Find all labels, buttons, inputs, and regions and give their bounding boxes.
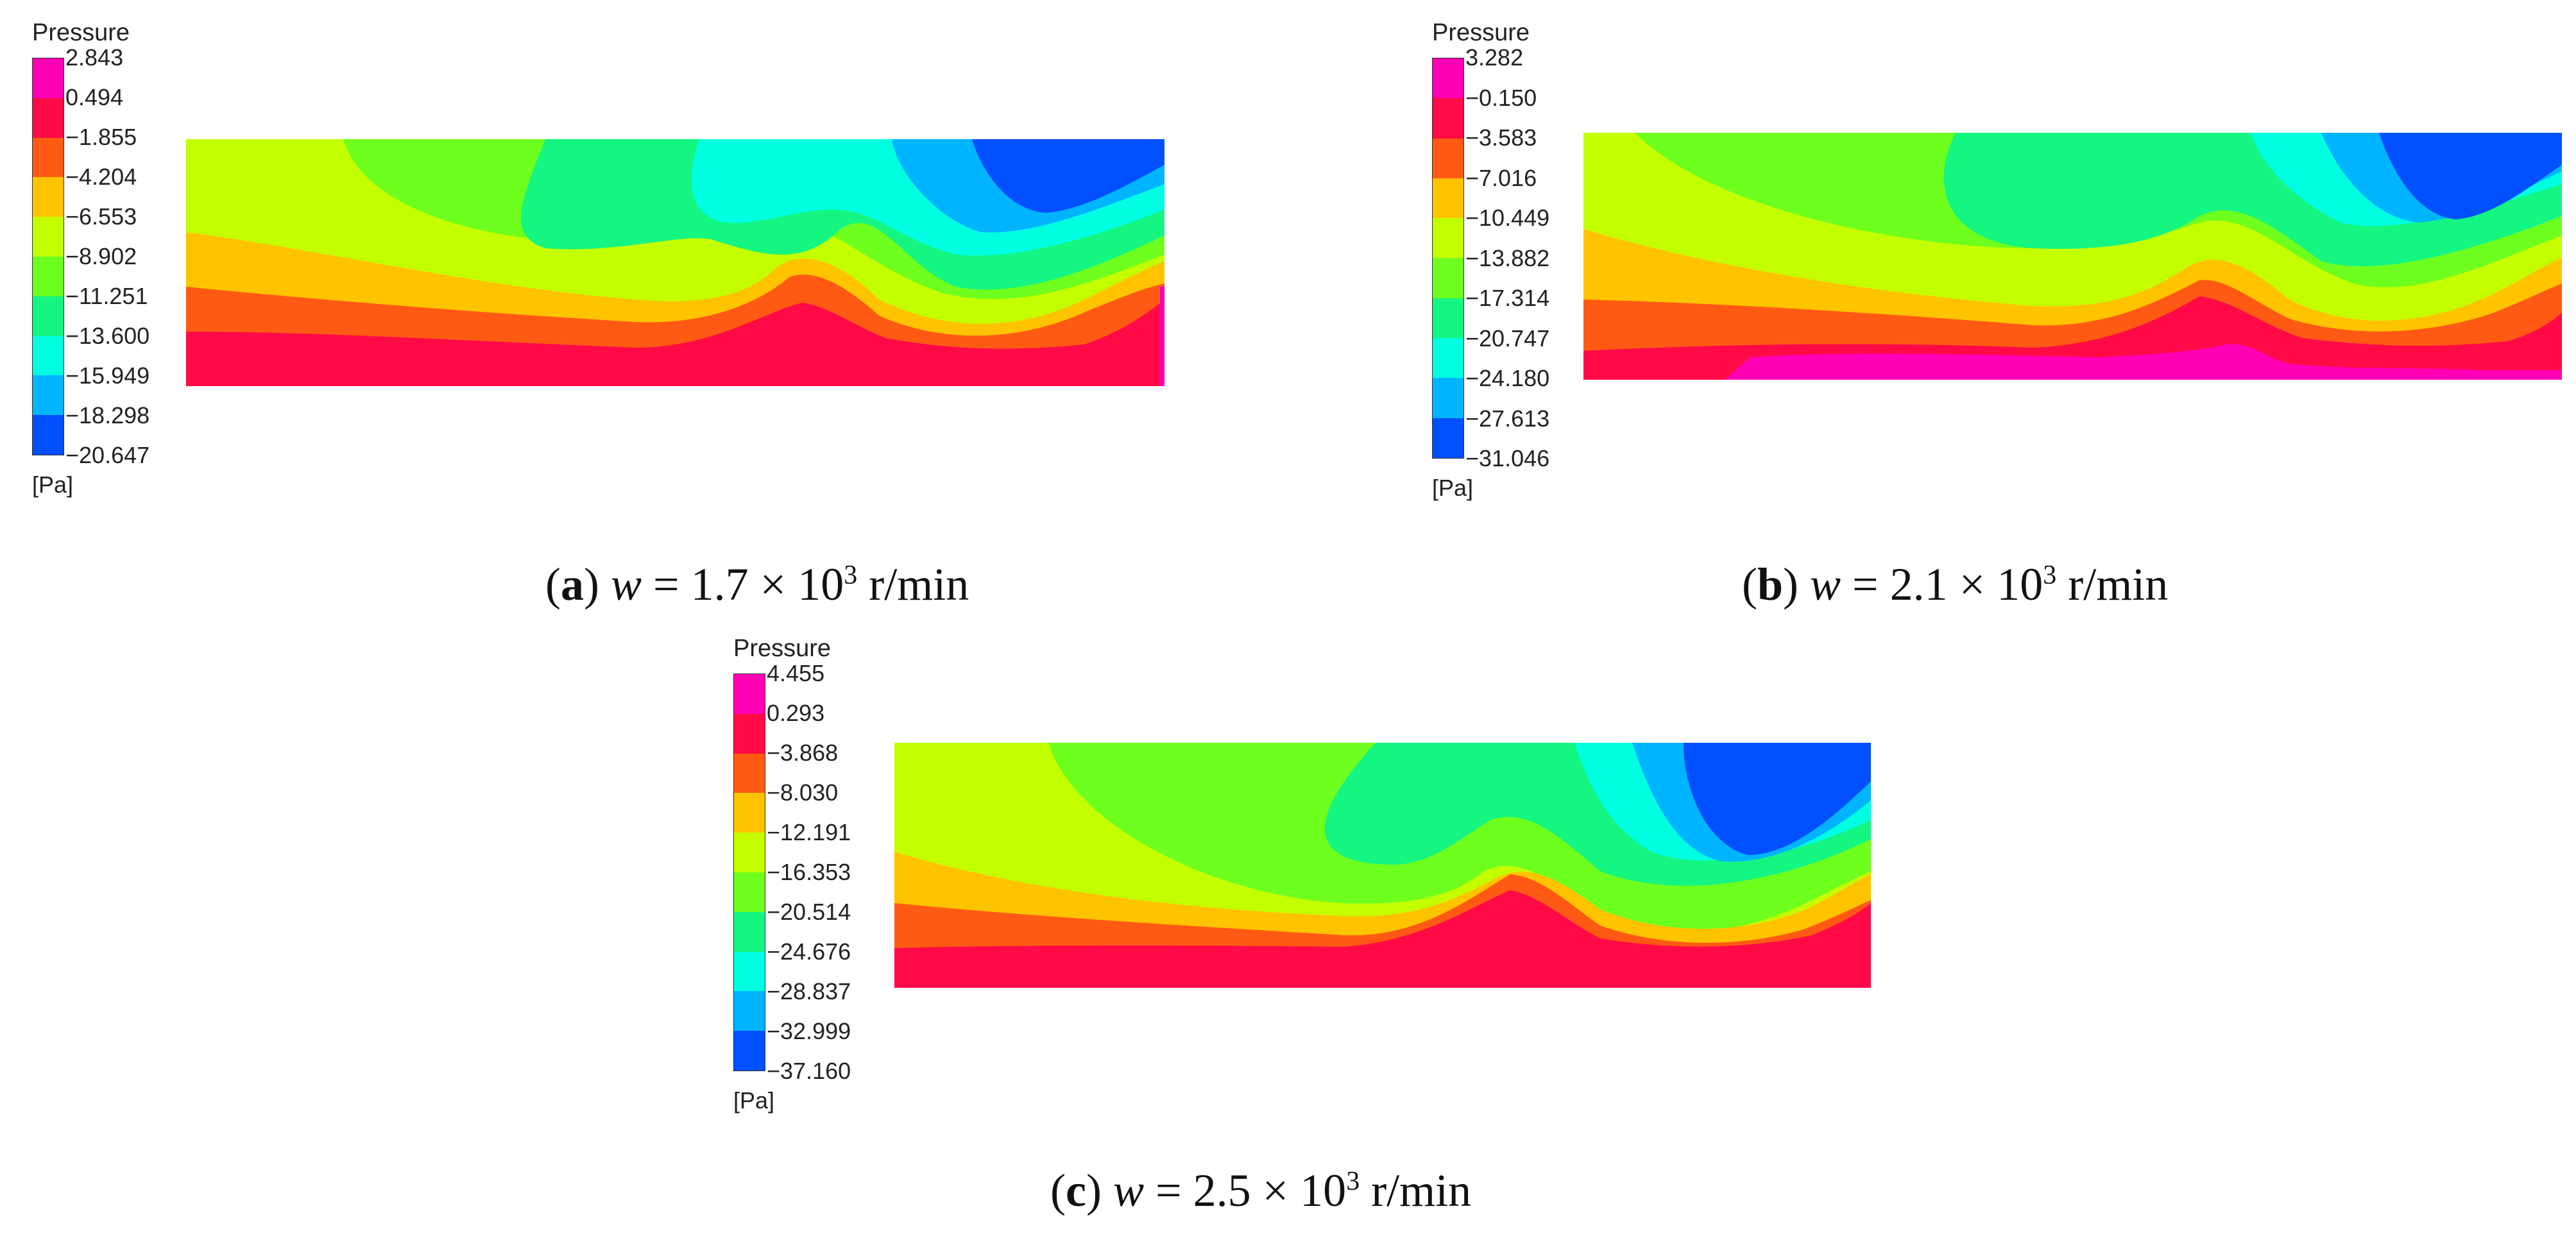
colorbar-tick-label: −8.902 — [65, 243, 137, 269]
colorbar-segment — [734, 911, 765, 952]
colorbar-tick-label: −24.676 — [767, 938, 851, 965]
colorbar-tick-label: −20.647 — [65, 442, 150, 468]
colorbar-tick-label: −7.016 — [1465, 164, 1537, 191]
colorbar-tick-label: −16.353 — [767, 859, 851, 885]
colorbar-segment — [33, 375, 64, 416]
colorbar-tick-label: −31.046 — [1465, 445, 1550, 471]
colorbar-segment — [33, 58, 64, 98]
colorbar-tick-label: 4.455 — [767, 660, 825, 686]
colorbar-tick-label: −4.204 — [65, 164, 137, 190]
colorbar-tick-label: −6.553 — [65, 203, 137, 230]
colorbar-segment — [734, 713, 765, 754]
colorbar-tick-label: −10.449 — [1465, 205, 1550, 231]
caption-c: (c) w = 2.5 × 103 r/min — [1050, 1165, 1472, 1216]
pressure-contour-a — [186, 139, 1164, 386]
colorbar-segment — [734, 872, 765, 912]
colorbar-segment — [1433, 98, 1463, 139]
pressure-contour-c — [894, 743, 1871, 988]
colorbar-tick-label: −3.868 — [767, 740, 839, 766]
colorbar-tick-label: −3.583 — [1465, 124, 1537, 151]
colorbar-ticks: 3.282 −0.150 −3.583 −7.016 −10.449 −13.882 −17… — [1465, 46, 1594, 470]
colorbar-tick-label: −11.251 — [65, 283, 148, 309]
colorbar-tick-label: −13.600 — [65, 323, 150, 349]
colorbar-segment — [33, 217, 64, 257]
colorbar-tick-label: 0.494 — [65, 84, 124, 110]
colorbar-tick-label: −20.514 — [767, 899, 851, 925]
colorbar-segment — [1433, 418, 1463, 458]
colorbar-tick-label: −12.191 — [767, 819, 851, 845]
colorbar-segment — [1433, 218, 1463, 258]
colorbar-tick-label: −18.298 — [65, 402, 150, 428]
legend-title: Pressure — [32, 19, 130, 46]
colorbar-tick-label: −8.030 — [767, 779, 839, 806]
colorbar-tick-label: 0.293 — [767, 700, 825, 726]
legend-title: Pressure — [733, 635, 832, 662]
colorbar-segment — [33, 335, 64, 376]
colorbar-segment — [33, 97, 64, 138]
colorbar-segment — [734, 753, 765, 793]
colorbar-segment — [734, 951, 765, 992]
colorbar-tick-label: −17.314 — [1465, 285, 1550, 311]
colorbar-segment — [33, 256, 64, 296]
colorbar-tick-label: 2.843 — [65, 44, 124, 71]
colorbar-segment — [734, 674, 765, 714]
colorbar-segment — [734, 991, 765, 1031]
legend-unit: [Pa] — [733, 1087, 775, 1114]
colorbar-tick-label: −37.160 — [767, 1058, 851, 1084]
legend-unit: [Pa] — [1432, 475, 1474, 501]
colorbar — [32, 58, 64, 455]
colorbar-tick-label: −1.855 — [65, 124, 137, 150]
colorbar-segment — [1433, 338, 1463, 378]
colorbar-segment — [1433, 138, 1463, 178]
colorbar-ticks: 2.843 0.494 −1.855 −4.204 −6.553 −8.902 −11.25… — [65, 46, 194, 467]
colorbar-segment — [33, 296, 64, 336]
colorbar-segment — [734, 833, 765, 872]
colorbar-segment — [33, 137, 64, 178]
colorbar-ticks: 4.455 0.293 −3.868 −8.030 −12.191 −16.353 −20.… — [767, 662, 895, 1083]
colorbar-tick-label: −27.613 — [1465, 405, 1550, 432]
legend-unit: [Pa] — [32, 471, 74, 498]
colorbar-tick-label: −15.949 — [65, 362, 150, 389]
colorbar-tick-label: −20.747 — [1465, 325, 1550, 352]
caption-a: (a) w = 1.7 × 103 r/min — [545, 559, 969, 610]
colorbar — [1432, 58, 1464, 459]
legend-title: Pressure — [1432, 19, 1530, 46]
colorbar-segment — [1433, 58, 1463, 99]
colorbar-segment — [734, 793, 765, 833]
colorbar-segment — [33, 415, 64, 455]
colorbar-segment — [1433, 298, 1463, 339]
colorbar — [733, 674, 765, 1071]
colorbar-tick-label: −0.150 — [1465, 84, 1537, 111]
colorbar-segment — [1433, 178, 1463, 219]
colorbar-tick-label: −28.837 — [767, 978, 851, 1004]
colorbar-segment — [33, 177, 64, 217]
colorbar-tick-label: −24.180 — [1465, 365, 1550, 391]
colorbar-segment — [734, 1031, 765, 1071]
colorbar-tick-label: −32.999 — [767, 1018, 851, 1044]
caption-b: (b) w = 2.1 × 103 r/min — [1742, 559, 2169, 610]
colorbar-tick-label: −13.882 — [1465, 244, 1550, 271]
colorbar-segment — [1433, 378, 1463, 418]
colorbar-segment — [1433, 258, 1463, 298]
colorbar-tick-label: 3.282 — [1465, 44, 1524, 71]
pressure-contour-b — [1583, 133, 2562, 380]
